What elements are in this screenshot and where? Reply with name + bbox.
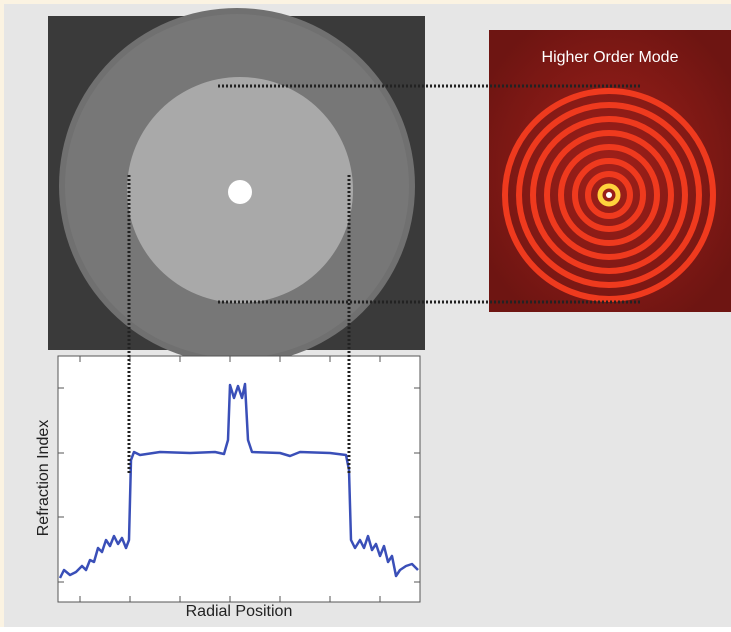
center-spot (606, 192, 612, 198)
fiber-image (48, 8, 425, 364)
ring (558, 144, 660, 246)
mode-rings (502, 88, 716, 302)
ring (544, 130, 674, 260)
mode-title: Higher Order Mode (542, 49, 679, 66)
plot-area (57, 355, 421, 603)
mode-image: Higher Order Mode (489, 30, 731, 312)
ring (530, 116, 688, 274)
center-ring (597, 183, 621, 207)
ring (585, 171, 633, 219)
plot: Refraction Index Radial Position (35, 355, 421, 620)
y-axis-label: Refraction Index (35, 420, 52, 537)
connectors (127, 84, 640, 475)
ring (502, 88, 716, 302)
ring (516, 102, 702, 288)
core-center (228, 180, 252, 204)
x-axis-label: Radial Position (186, 603, 293, 620)
ring (572, 158, 646, 232)
index-profile (58, 382, 419, 579)
